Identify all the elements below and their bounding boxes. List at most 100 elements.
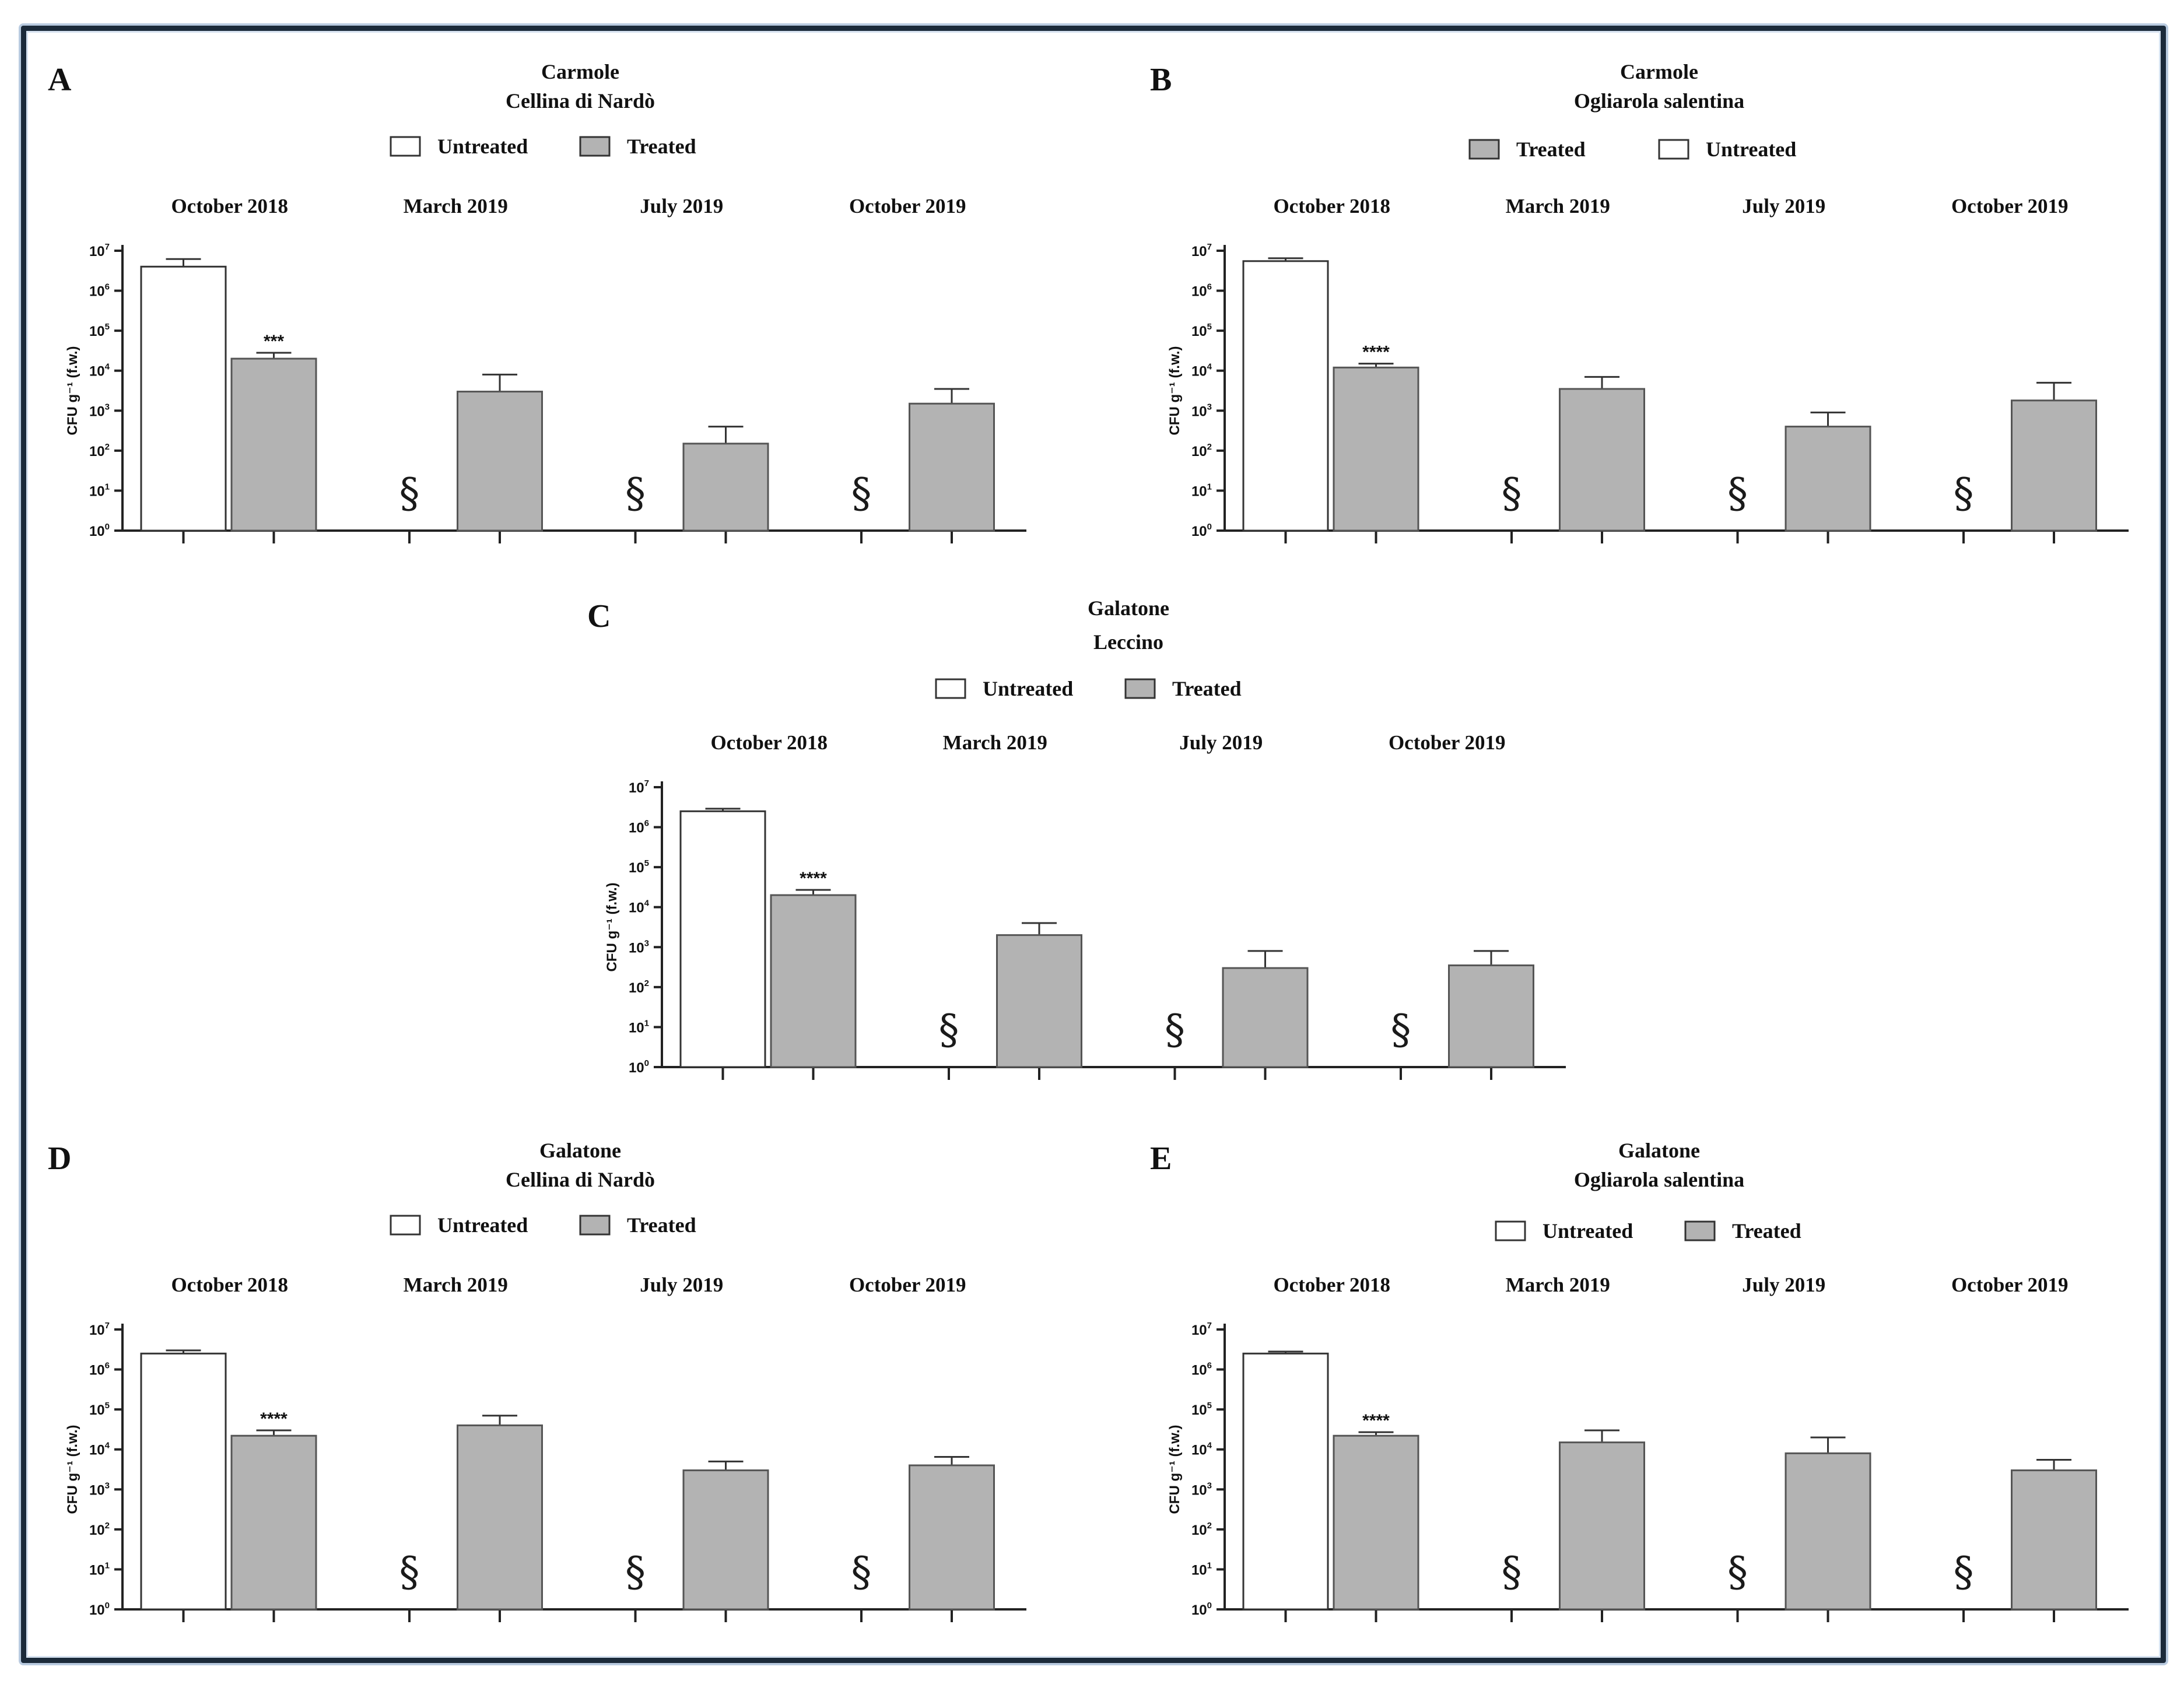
panel-d: D Galatone Cellina di Nardò Untreated Tr… xyxy=(35,1134,1061,1662)
panel-a-category-label: October 2019 xyxy=(849,195,966,217)
panel-d-below-detection-mark: § xyxy=(399,1548,420,1596)
panel-d-legend-swatch-2 xyxy=(579,1215,611,1236)
panel-c-treated-bar xyxy=(1222,967,1309,1068)
panel-c-legend-label-1: Untreated xyxy=(983,677,1073,700)
panel-d-category-label: October 2018 xyxy=(171,1273,288,1296)
panel-d-y-tick-label: 106 xyxy=(89,1361,110,1378)
panel-e-category-label: March 2019 xyxy=(1506,1273,1610,1296)
panel-e-svg: E Galatone Ogliarola salentina Untreated… xyxy=(1150,1139,2129,1622)
panel-b-y-tick-label: 104 xyxy=(1191,362,1212,380)
panel-b-y-tick-label: 103 xyxy=(1191,402,1212,419)
panel-e-category-label: October 2019 xyxy=(1951,1273,2069,1296)
panel-c-category-label: October 2018 xyxy=(710,731,828,754)
panel-a-significance-label: *** xyxy=(264,332,284,351)
panel-c-treated-bar xyxy=(770,894,857,1068)
panel-e-category-label: July 2019 xyxy=(1742,1273,1825,1296)
panel-c-untreated-bar xyxy=(679,810,766,1068)
panel-c-below-detection-mark: § xyxy=(1391,1006,1411,1054)
panel-c-title-line1: Galatone xyxy=(1088,597,1169,620)
panel-a-legend-swatch-1 xyxy=(390,136,421,157)
panel-b-treated-bar xyxy=(2011,399,2097,532)
panel-c-plot: 100 101 102 103 104 105 106 107 CFU g⁻¹ (f.w.) Oc… xyxy=(604,731,1566,1080)
panel-b-title-line1: Carmole xyxy=(1620,60,1698,83)
panel-c-below-detection-mark: § xyxy=(939,1006,959,1054)
panel-d-title-line1: Galatone xyxy=(539,1139,621,1162)
panel-c-significance-label: **** xyxy=(800,869,827,888)
panel-a-category-label: July 2019 xyxy=(640,195,723,217)
panel-b-legend-swatch-2 xyxy=(1658,139,1689,160)
panel-e-y-tick-label: 107 xyxy=(1191,1321,1212,1338)
panel-e-below-detection-mark: § xyxy=(1727,1548,1748,1596)
panel-c-letter: C xyxy=(587,598,611,634)
panel-e-title-line1: Galatone xyxy=(1618,1139,1700,1162)
panel-b-legend-label-2: Untreated xyxy=(1706,138,1796,161)
panel-d-y-tick-label: 107 xyxy=(89,1321,110,1338)
panel-a-y-tick-label: 107 xyxy=(89,242,110,259)
panel-d-treated-bar xyxy=(230,1434,317,1611)
panel-e: E Galatone Ogliarola salentina Untreated… xyxy=(1137,1134,2164,1662)
panel-d-untreated-bar xyxy=(140,1352,227,1611)
panel-b-y-tick-label: 102 xyxy=(1191,442,1212,459)
panel-a-svg: A Carmole Cellina di Nardò Untreated Tre… xyxy=(48,60,1026,543)
panel-c-category-label: October 2019 xyxy=(1389,731,1506,754)
panel-d-treated-bar xyxy=(457,1424,543,1611)
panel-b-y-tick-label: 107 xyxy=(1191,242,1212,259)
panel-c-y-tick-label: 103 xyxy=(629,938,649,956)
figure-frame xyxy=(21,26,2166,1663)
panel-b-significance-label: **** xyxy=(1362,343,1390,362)
panel-e-title-line2: Ogliarola salentina xyxy=(1574,1168,1744,1191)
panel-c-y-tick-label: 105 xyxy=(629,858,649,876)
panel-b-treated-bar xyxy=(1559,388,1645,532)
panel-e-y-tick-label: 101 xyxy=(1191,1560,1212,1578)
panel-e-plot: 100 101 102 103 104 105 106 107 CFU g⁻¹ (f.w.) Oc… xyxy=(1167,1273,2129,1622)
panel-e-treated-bar xyxy=(1333,1434,1419,1611)
panel-e-y-tick-label: 105 xyxy=(1191,1401,1212,1418)
panel-b-svg: B Carmole Ogliarola salentina Treated Un… xyxy=(1150,60,2129,543)
panel-b-title-line2: Ogliarola salentina xyxy=(1574,89,1744,113)
panel-b-legend-label-1: Treated xyxy=(1516,138,1586,161)
panel-c-y-tick-label: 104 xyxy=(629,899,650,916)
panel-e-below-detection-mark: § xyxy=(1502,1548,1522,1596)
panel-b-untreated-bar xyxy=(1242,260,1329,532)
panel-a-title-line2: Cellina di Nardò xyxy=(506,89,655,113)
panel-b: B Carmole Ogliarola salentina Treated Un… xyxy=(1137,55,2164,583)
panel-b-legend: Treated Untreated xyxy=(1468,138,1796,161)
panel-e-letter: E xyxy=(1150,1141,1172,1177)
panel-b-category-label: October 2019 xyxy=(1951,195,2069,217)
panel-e-legend-label-2: Treated xyxy=(1732,1219,1801,1243)
panel-a-treated-bar xyxy=(909,402,995,532)
panel-a-below-detection-mark: § xyxy=(851,469,872,517)
panel-e-treated-bar xyxy=(1785,1452,1871,1611)
panel-c-legend-swatch-1 xyxy=(935,678,966,699)
panel-d-legend: Untreated Treated xyxy=(390,1213,696,1237)
panel-d-y-tick-label: 103 xyxy=(89,1480,110,1498)
panel-d-category-label: July 2019 xyxy=(640,1273,723,1296)
panel-a-category-label: October 2018 xyxy=(171,195,288,217)
panel-a-legend-label-1: Untreated xyxy=(437,135,528,158)
panel-b-below-detection-mark: § xyxy=(1502,469,1522,517)
panel-d-svg: D Galatone Cellina di Nardò Untreated Tr… xyxy=(48,1139,1026,1622)
panel-b-letter: B xyxy=(1150,62,1172,98)
panel-b-y-tick-label: 105 xyxy=(1191,322,1212,339)
panel-a-legend: Untreated Treated xyxy=(390,135,696,158)
panel-a-y-tick-label: 100 xyxy=(89,522,110,539)
panel-c-treated-bar xyxy=(1448,964,1534,1068)
panel-a-letter: A xyxy=(48,62,72,98)
panel-a-treated-bar xyxy=(682,443,769,532)
panel-d-significance-label: **** xyxy=(260,1409,288,1429)
panel-d-legend-label-1: Untreated xyxy=(437,1213,528,1237)
panel-b-treated-bar xyxy=(1333,366,1419,532)
panel-e-category-label: October 2018 xyxy=(1273,1273,1390,1296)
panel-d-category-label: March 2019 xyxy=(404,1273,508,1296)
panel-c-title-line2: Leccino xyxy=(1093,630,1163,654)
panel-c-category-label: July 2019 xyxy=(1179,731,1263,754)
panel-e-untreated-bar xyxy=(1242,1352,1329,1611)
panel-b-y-tick-label: 100 xyxy=(1191,522,1212,539)
panel-e-treated-bar xyxy=(2011,1469,2097,1611)
panel-c-y-tick-label: 102 xyxy=(629,978,649,996)
panel-b-category-label: March 2019 xyxy=(1506,195,1610,217)
panel-b-y-tick-label: 101 xyxy=(1191,482,1212,499)
panel-a-legend-label-2: Treated xyxy=(627,135,696,158)
panel-a-treated-bar xyxy=(457,391,543,532)
panel-d-y-axis-label: CFU g⁻¹ (f.w.) xyxy=(65,1425,80,1514)
